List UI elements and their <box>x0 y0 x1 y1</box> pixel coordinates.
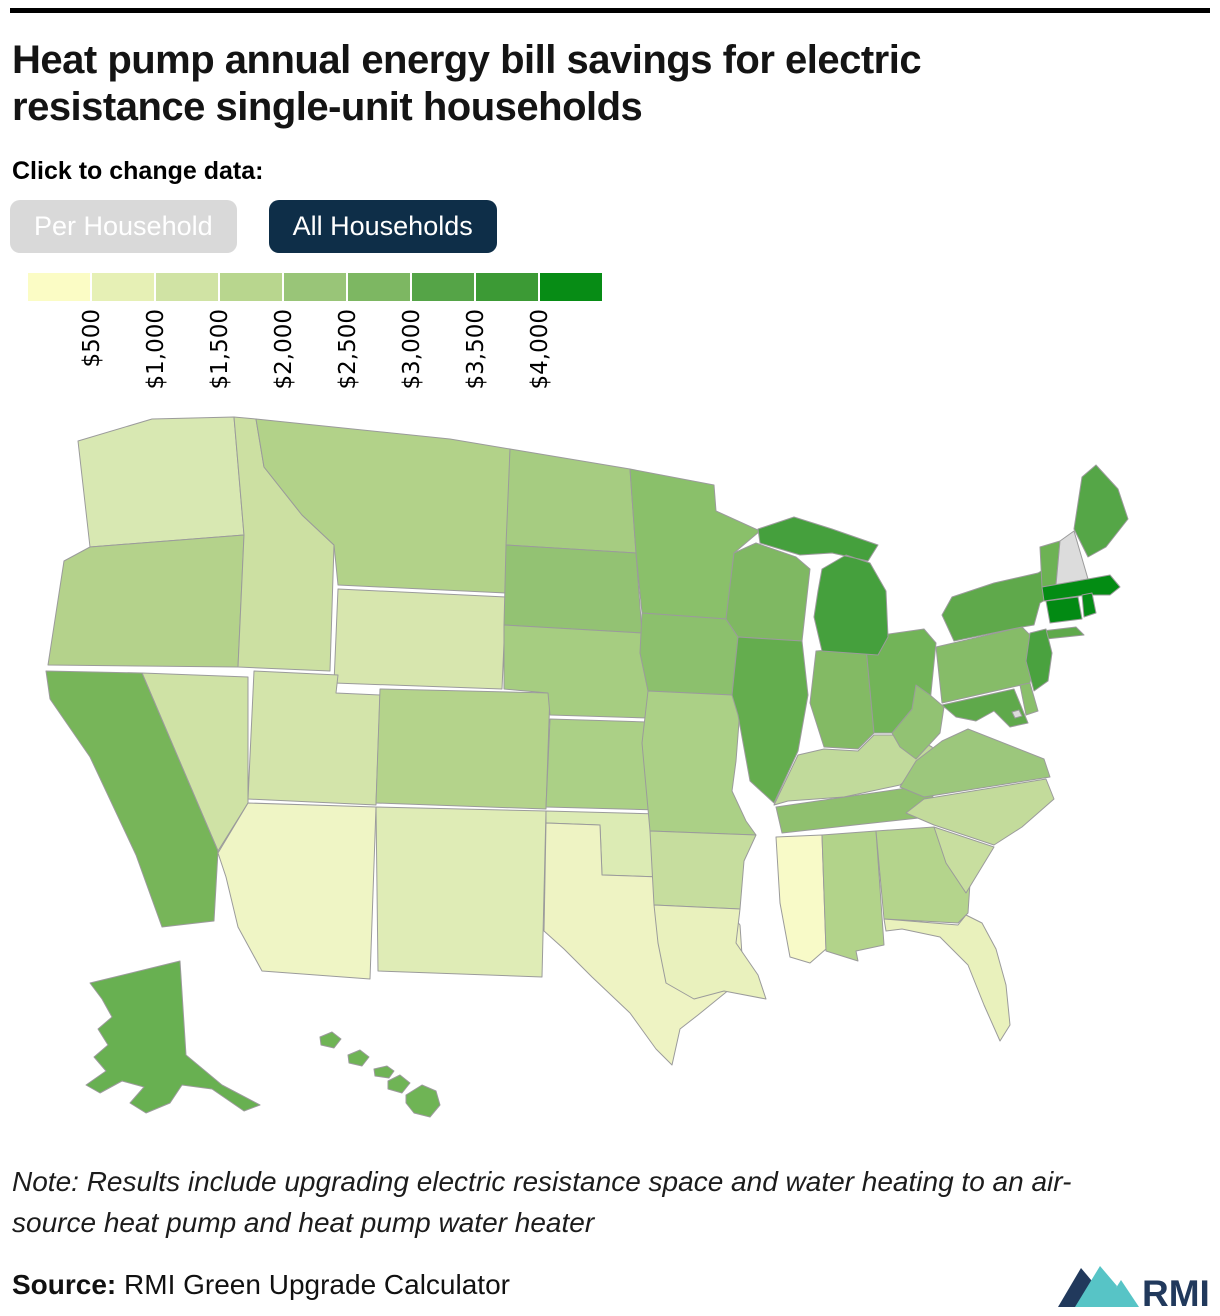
source-value: RMI Green Upgrade Calculator <box>116 1269 510 1301</box>
state-AK[interactable] <box>85 960 261 1114</box>
state-MT[interactable] <box>255 418 511 594</box>
rmi-logo-teal-peak-icon <box>1075 1266 1117 1308</box>
legend-tick-$2,500: $2,500 <box>335 309 361 390</box>
state-IN[interactable] <box>809 646 875 750</box>
state-WA[interactable] <box>77 416 245 548</box>
legend-tick-$500: $500 <box>79 309 105 368</box>
source-label: Source: <box>12 1269 117 1301</box>
state-MS[interactable] <box>775 834 827 964</box>
state-ME[interactable] <box>1073 464 1129 558</box>
state-RI[interactable] <box>1081 592 1097 618</box>
top-rule <box>10 8 1210 13</box>
state-FL[interactable] <box>883 914 1011 1042</box>
legend-swatch-8 <box>476 273 538 302</box>
state-NJ[interactable] <box>1025 628 1053 692</box>
rmi-logo-text: RMI <box>1142 1273 1210 1311</box>
legend-swatch-5 <box>284 273 346 302</box>
legend-color-bar <box>28 273 1210 302</box>
per-household-button[interactable]: Per Household <box>10 199 237 254</box>
state-NM[interactable] <box>375 806 547 978</box>
state-ND[interactable] <box>505 448 637 554</box>
state-WY[interactable] <box>333 588 507 690</box>
state-DC[interactable] <box>1011 709 1023 719</box>
legend-swatch-4 <box>220 273 282 302</box>
state-OR[interactable] <box>47 534 245 668</box>
data-toggle: Per Household All Households <box>10 199 1210 254</box>
legend-tick-$4,000: $4,000 <box>527 309 553 390</box>
page-title: Heat pump annual energy bill savings for… <box>12 37 1210 131</box>
legend-swatch-1 <box>28 273 90 302</box>
source-row: Source: RMI Green Upgrade Calculator RMI <box>12 1259 1210 1311</box>
legend-swatch-6 <box>348 273 410 302</box>
legend-tick-$3,500: $3,500 <box>463 309 489 390</box>
state-IL[interactable] <box>731 636 809 804</box>
state-HI[interactable] <box>319 1031 441 1118</box>
note-line-1: Note: Results include upgrading electric… <box>12 1166 1072 1198</box>
all-households-button[interactable]: All Households <box>268 199 497 254</box>
state-AR[interactable] <box>649 830 757 910</box>
state-SC[interactable] <box>933 826 995 894</box>
state-AZ[interactable] <box>217 802 377 980</box>
title-line-1: Heat pump annual energy bill savings for… <box>12 38 922 82</box>
state-CA[interactable] <box>45 670 219 928</box>
legend-tick-labels: $500 $1,000 $1,500 $2,000 $2,500 $3,000 $3,500… <box>28 301 1210 401</box>
legend-tick-$3,000: $3,000 <box>399 309 425 390</box>
legend-swatch-9 <box>540 273 602 302</box>
state-NC[interactable] <box>905 778 1055 846</box>
state-UT[interactable] <box>247 670 381 806</box>
legend-swatch-2 <box>92 273 154 302</box>
legend-swatch-7 <box>412 273 474 302</box>
color-legend: $500 $1,000 $1,500 $2,000 $2,500 $3,000 $3,500… <box>28 273 1210 401</box>
rmi-logo: RMI <box>1054 1259 1210 1311</box>
legend-tick-$2,000: $2,000 <box>271 309 297 390</box>
state-LA[interactable] <box>653 904 767 1000</box>
us-choropleth-map <box>30 403 1210 1158</box>
title-line-2: resistance single-unit households <box>12 84 643 129</box>
rmi-logo-teal-peak2-icon <box>1104 1280 1139 1308</box>
state-MD[interactable] <box>941 688 1029 728</box>
legend-tick-$1,000: $1,000 <box>143 309 169 390</box>
legend-tick-$1,500: $1,500 <box>207 309 233 390</box>
state-VA[interactable] <box>899 728 1051 798</box>
legend-swatch-3 <box>156 273 218 302</box>
source-text: Source: RMI Green Upgrade Calculator <box>12 1269 510 1301</box>
state-CT[interactable] <box>1045 596 1083 624</box>
state-IA[interactable] <box>639 612 739 696</box>
state-AL[interactable] <box>821 830 885 962</box>
state-MI[interactable] <box>757 516 889 656</box>
click-to-change-label: Click to change data: <box>12 156 264 185</box>
state-WI[interactable] <box>725 542 811 642</box>
note-text: Note: Results include upgrading electric… <box>12 1162 1210 1243</box>
state-SD[interactable] <box>503 544 643 634</box>
state-DE[interactable] <box>1019 682 1039 716</box>
state-CO[interactable] <box>375 688 551 810</box>
note-line-2: source heat pump and heat pump water hea… <box>12 1206 595 1238</box>
